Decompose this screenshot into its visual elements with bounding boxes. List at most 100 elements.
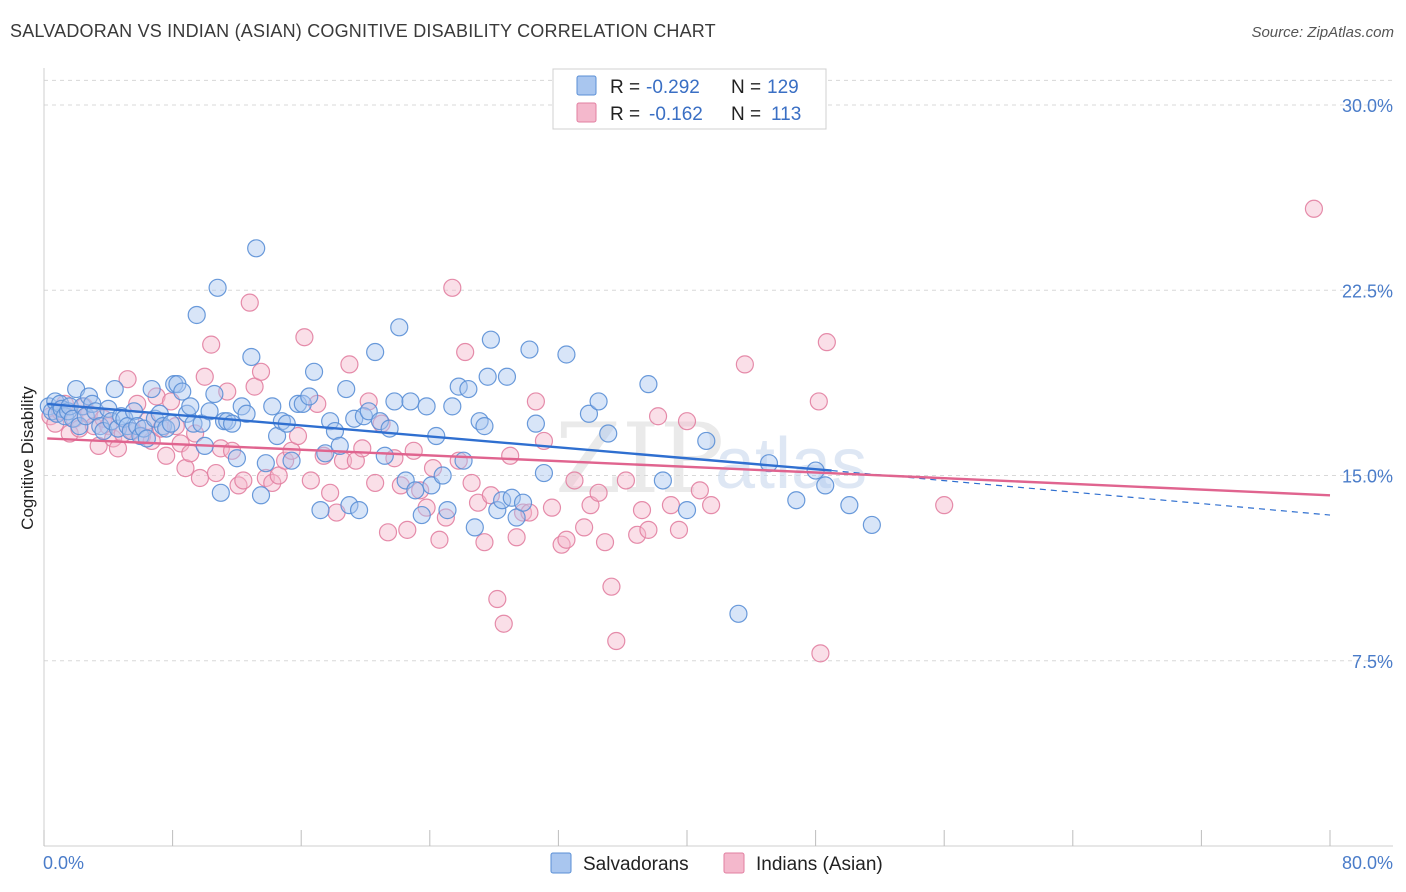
salvadoran-point [251, 486, 271, 505]
salvadoran-point [697, 431, 716, 451]
salvadoran-point [385, 392, 404, 411]
salvadoran-point [316, 444, 335, 463]
salvadoran-point [478, 367, 497, 386]
stats-legend: R = -0.292 N = 129 R = -0.162 N = 113 [552, 68, 827, 130]
salvadoran-point [242, 347, 261, 367]
salvadoran-point [526, 414, 545, 433]
salvadoran-point [208, 278, 227, 297]
series-legend-swatch-salvadorans [550, 852, 572, 874]
salvadoran-point [181, 397, 200, 416]
indians-asian-point [809, 392, 828, 411]
indians-asian-point [202, 335, 221, 354]
y-tick-label: 22.5% [1342, 281, 1393, 301]
legend-swatch-pink [576, 102, 597, 123]
indians-asian-point [935, 496, 954, 515]
salvadoran-point [677, 501, 697, 520]
source-label: Source: ZipAtlas.com [1251, 24, 1394, 41]
salvadoran-point [759, 454, 779, 473]
salvadoran-point [589, 392, 608, 411]
legend-r-label-1: R = [610, 77, 640, 98]
indians-asian-point [542, 498, 562, 517]
indians-asian-point [735, 355, 754, 374]
y-tick-label: 15.0% [1342, 467, 1393, 487]
salvadoran-point [205, 384, 224, 404]
indians-asian-point [295, 328, 314, 347]
indians-asian-point [488, 589, 507, 609]
salvadoran-point [599, 424, 618, 443]
indians-asian-point [639, 520, 658, 539]
salvadoran-point [454, 451, 473, 470]
indians-asian-point [251, 362, 271, 381]
indians-asian-point [595, 533, 615, 552]
indians-asian-point [263, 473, 282, 493]
stats-legend-box [552, 68, 827, 130]
indians-asian-point [404, 441, 423, 460]
salvadoran-point [91, 417, 110, 436]
indians-asian-point [234, 471, 253, 490]
salvadoran-point [401, 392, 420, 411]
salvadoran-point [481, 330, 500, 349]
salvadoran-point [513, 493, 533, 512]
salvadoran-point [349, 501, 369, 520]
y-tick-label: 30.0% [1342, 96, 1393, 116]
salvadoran-point [406, 481, 425, 500]
series-legend-label-salvadorans: Salvadorans [583, 854, 689, 875]
salvadoran-point [282, 451, 301, 470]
axes [43, 68, 1393, 847]
indians-asian-point [811, 644, 830, 663]
indians-asian-point [118, 370, 137, 389]
salvadoran-point [218, 412, 237, 431]
salvadoran-point [653, 471, 672, 490]
indians-asian-point [526, 392, 545, 411]
indians-asian-point [632, 501, 652, 520]
salvadoran-point [340, 496, 359, 515]
salvadoran-point [502, 488, 521, 507]
indians-asian-point [462, 473, 481, 493]
salvadoran-point [840, 496, 859, 515]
indians-asian-point [430, 530, 449, 549]
salvadoran-point [459, 379, 478, 399]
salvadoran-point [497, 367, 517, 386]
series-legend-label-indians: Indians (Asian) [756, 854, 883, 875]
y-tick-labels: 7.5% 15.0% 22.5% 30.0% [1342, 96, 1393, 672]
salvadoran-point [173, 382, 192, 401]
salvadoran-point [438, 501, 457, 520]
salvadoran-point [187, 305, 206, 325]
salvadoran-point [729, 604, 748, 623]
salvadoran-point [412, 505, 431, 525]
salvadoran-point [70, 417, 89, 436]
indians-asian-point [628, 525, 647, 544]
chart-title: SALVADORAN VS INDIAN (ASIAN) COGNITIVE D… [10, 21, 716, 41]
salvadoran-point [534, 463, 554, 483]
salvadoran-point [390, 318, 409, 337]
salvadoran-point [579, 404, 599, 423]
indians-asian-point [157, 446, 176, 465]
indians-asian-point [677, 412, 697, 431]
indians-asian-point [602, 577, 621, 596]
indians-asian-point [616, 471, 636, 490]
indians-asian-point [276, 451, 295, 470]
salvadoran-point [272, 412, 292, 431]
salvadoran-point [142, 379, 161, 399]
y-tick-label: 7.5% [1352, 652, 1393, 672]
indians-asian-point [589, 483, 608, 502]
indians-asian-point [565, 471, 584, 490]
salvadorans-trend-line [47, 402, 832, 472]
grid-lines [44, 79, 1393, 662]
salvadoran-point [639, 375, 658, 394]
salvadoran-point [417, 397, 436, 416]
salvadoran-point [200, 402, 219, 421]
y-axis-title: Cognitive Disability [18, 386, 37, 530]
indians-asian-point [240, 293, 259, 312]
salvadoran-point [222, 414, 242, 433]
watermark-atlas: atlas [715, 424, 867, 504]
salvadoran-point [337, 379, 356, 399]
indians-asian-point [607, 631, 626, 651]
salvadoran-point [137, 429, 156, 448]
salvadoran-point [443, 397, 462, 416]
legend-swatch-blue [576, 75, 597, 96]
salvadoran-point [557, 345, 576, 364]
salvadorans-points [39, 239, 881, 623]
indians-asian-point [378, 523, 398, 542]
